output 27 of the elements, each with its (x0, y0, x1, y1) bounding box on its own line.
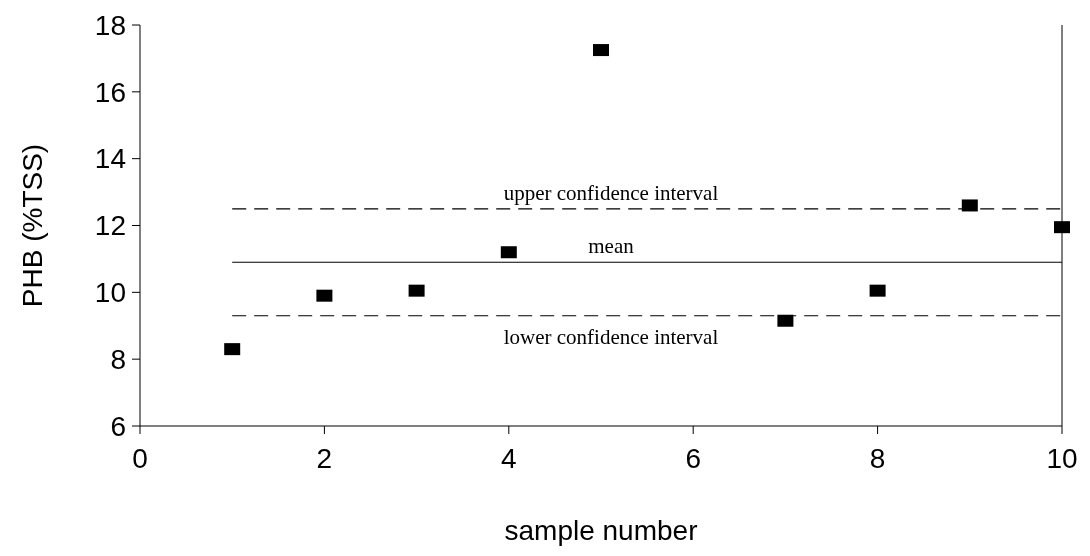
point (408, 284, 425, 297)
y-tick-label: 12 (94, 210, 126, 242)
x-tick-label: 6 (685, 443, 701, 474)
ref-line-label: mean (588, 234, 635, 259)
point (593, 44, 609, 57)
x-tick-label: 8 (869, 443, 886, 474)
x-tick-label: 0 (132, 443, 148, 474)
x-tick-label: 4 (501, 443, 517, 474)
ref-line-label: lower confidence interval (503, 324, 719, 349)
y-tick-label: 16 (94, 76, 126, 108)
point (961, 199, 978, 212)
y-tick-label: 8 (110, 343, 126, 375)
point (500, 246, 517, 259)
point (316, 289, 333, 302)
y-tick-label: 6 (110, 410, 126, 442)
x-tick-label: 10 (1046, 443, 1078, 474)
y-tick-label: 10 (94, 277, 126, 309)
x-axis-title: sample number (504, 515, 698, 546)
point (869, 284, 886, 297)
y-tick-label: 18 (94, 9, 126, 41)
point (1054, 221, 1070, 234)
ref-line-label: upper confidence interval (503, 180, 719, 205)
y-tick-label: 14 (94, 143, 126, 175)
point (224, 343, 241, 356)
x-tick-label: 2 (316, 443, 333, 474)
y-axis-title: PHB (%TSS) (17, 143, 48, 308)
point (777, 314, 794, 327)
